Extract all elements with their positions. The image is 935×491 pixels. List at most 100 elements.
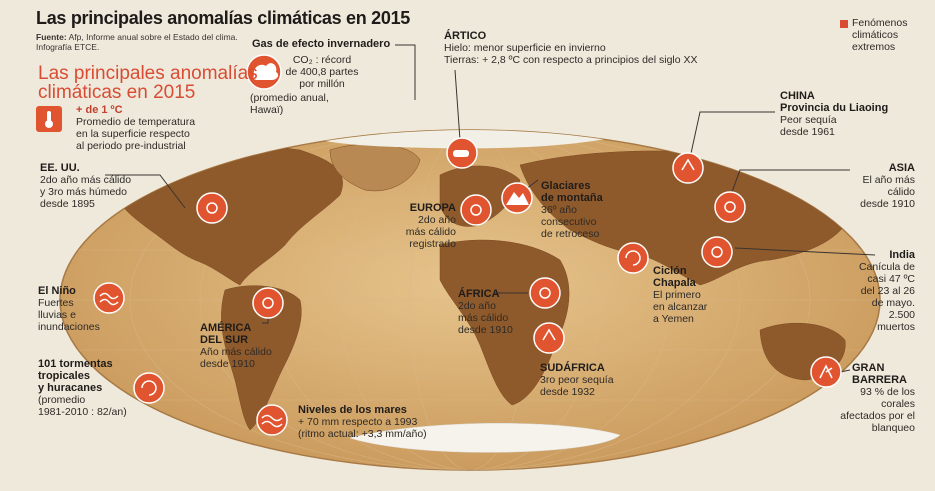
glaciares-block: Glaciares de montaña 36º año consecutivo… [541, 180, 631, 240]
tormentas-title-2: tropicales [38, 370, 90, 382]
mares-block: Niveles de los mares + 70 mm respecto a … [298, 404, 498, 440]
gas-line-5: Hawaï) [250, 104, 284, 116]
europa-block: EUROPA 2do año más cálido registrado [376, 202, 456, 250]
artico-title: ÁRTICO [444, 30, 487, 42]
temperature-line-1: Promedio de temperatura [76, 116, 196, 128]
america-title-1: AMÉRICA [200, 322, 252, 334]
india-line-2: casi 47 ºC [867, 273, 915, 285]
mares-line-2: (ritmo actual: +3,3 mm/año) [298, 428, 427, 440]
china-line-2: desde 1961 [780, 126, 835, 138]
sudafrica-line-2: desde 1932 [540, 386, 595, 398]
marker-hurricane [133, 372, 165, 404]
marker-sun-europa [460, 194, 492, 226]
africa-title: ÁFRICA [458, 288, 500, 300]
europa-title: EUROPA [409, 202, 456, 214]
asia-line-3: desde 1910 [860, 198, 915, 210]
marker-sun-india [701, 236, 733, 268]
nino-block: El Niño Fuertes lluvias e inundaciones [38, 285, 118, 333]
temperature-value: + de 1 ºC [76, 104, 123, 116]
subtitle: Las principales anomalías climáticas en … [38, 63, 258, 103]
america-line-1: Año más cálido [200, 346, 272, 358]
glaciares-line-2: consecutivo [541, 216, 597, 228]
asia-title: ASIA [888, 162, 915, 174]
europa-line-1: 2do año [418, 214, 456, 226]
india-title: India [889, 249, 915, 261]
china-title-2: Provincia du Liaoing [780, 102, 889, 114]
america-title-2: DEL SUR [200, 334, 249, 346]
gas-line-3: por millón [299, 78, 345, 90]
legend-label: Fenómenos climáticos extremos [852, 17, 908, 53]
continent-antarctica [349, 423, 621, 453]
china-title-1: CHINA [780, 90, 815, 102]
eeuu-line-1: 2do año más cálido [40, 174, 132, 186]
tormentas-block: 101 tormentas tropicales y huracanes (pr… [38, 358, 158, 418]
asia-line-2: cálido [887, 186, 915, 198]
china-line-1: Peor sequía [780, 114, 837, 126]
source-note: Fuente: Afp, Informe anual sobre el Esta… [36, 32, 266, 52]
africa-line-2: más cálido [458, 312, 509, 324]
barrera-title-2: BARRERA [852, 374, 907, 386]
america-block: AMÉRICA DEL SUR Año más cálido desde 191… [200, 322, 310, 370]
tormentas-title-3: y huracanes [38, 382, 103, 394]
mares-title: Niveles de los mares [298, 404, 407, 416]
eeuu-line-3: desde 1895 [40, 198, 95, 210]
barrera-line-2: corales [881, 398, 915, 410]
america-line-2: desde 1910 [200, 358, 255, 370]
chapala-block: Ciclón Chapala El primero en alcanzar a … [653, 265, 743, 325]
gas-line-2: de 400,8 partes [285, 66, 359, 78]
sudafrica-title: SUDÁFRICA [540, 362, 605, 374]
leader-eeuu [105, 174, 186, 209]
sudafrica-line-1: 3ro peor sequía [540, 374, 614, 386]
europa-line-2: más cálido [405, 226, 456, 238]
marker-wave-mares [256, 404, 288, 436]
marker-coral-barrera [810, 356, 842, 388]
eeuu-block: EE. UU. 2do año más cálido y 3ro más húm… [40, 162, 170, 210]
marker-cyclone-chapala [617, 242, 649, 274]
africa-line-3: desde 1910 [458, 324, 513, 336]
glaciares-title-2: de montaña [541, 192, 603, 204]
leader-china [689, 111, 775, 159]
china-block: CHINA Provincia du Liaoing Peor sequía d… [780, 90, 910, 138]
leader-gas [395, 44, 416, 100]
source-text: Afp, Informe anual sobre el Estado del c… [68, 32, 238, 42]
india-line-4: de mayo. [871, 297, 915, 309]
europa-line-3: registrado [409, 238, 456, 250]
india-block: India Canícula de casi 47 ºC del 23 al 2… [830, 249, 915, 333]
eeuu-title: EE. UU. [40, 162, 80, 174]
leader-india [734, 247, 876, 256]
glaciares-line-1: 36º año [541, 204, 577, 216]
marker-wave-nino [93, 282, 125, 314]
barrera-line-4: blanqueo [871, 422, 915, 434]
tormentas-line-2: 1981-2010 : 82/an) [38, 406, 127, 418]
barrera-line-1: 93 % de los [860, 386, 915, 398]
source-label: Fuente: [36, 32, 67, 42]
eeuu-line-2: y 3ro más húmedo [40, 186, 127, 198]
sudafrica-block: SUDÁFRICA 3ro peor sequía desde 1932 [540, 362, 650, 398]
page-title: Las principales anomalías climáticas en … [36, 8, 411, 28]
nino-line-3: inundaciones [38, 321, 100, 333]
africa-line-1: 2do año [458, 300, 496, 312]
marker-glacier [501, 182, 533, 214]
temperature-line-2: en la superficie respecto [76, 128, 190, 140]
glaciares-title-1: Glaciares [541, 180, 591, 192]
asia-block: ASIA El año más cálido desde 1910 [830, 162, 915, 210]
gas-title: Gas de efecto invernadero [252, 38, 391, 50]
artico-block: ÁRTICO Hielo: menor superficie en invier… [444, 30, 744, 66]
temperature-block: + de 1 ºC Promedio de temperatura en la … [76, 104, 236, 152]
nino-line-2: lluvias e [38, 309, 76, 321]
marker-bear-artico [446, 137, 478, 169]
glaciares-line-3: de retroceso [541, 228, 600, 240]
tormentas-line-1: (promedio [38, 394, 86, 406]
leader-asia [731, 169, 850, 193]
marker-drought-china [672, 152, 704, 184]
legend-square [840, 20, 848, 28]
india-line-1: Canícula de [858, 261, 915, 273]
mares-line-1: + 70 mm respecto a 1993 [298, 416, 418, 428]
india-line-6: muertos [877, 321, 915, 333]
marker-sun-africa [529, 277, 561, 309]
barrera-line-3: afectados por el [840, 410, 915, 422]
india-line-5: 2.500 [888, 309, 915, 321]
india-line-3: del 23 al 26 [860, 285, 915, 297]
tormentas-title-1: 101 tormentas [38, 358, 113, 370]
